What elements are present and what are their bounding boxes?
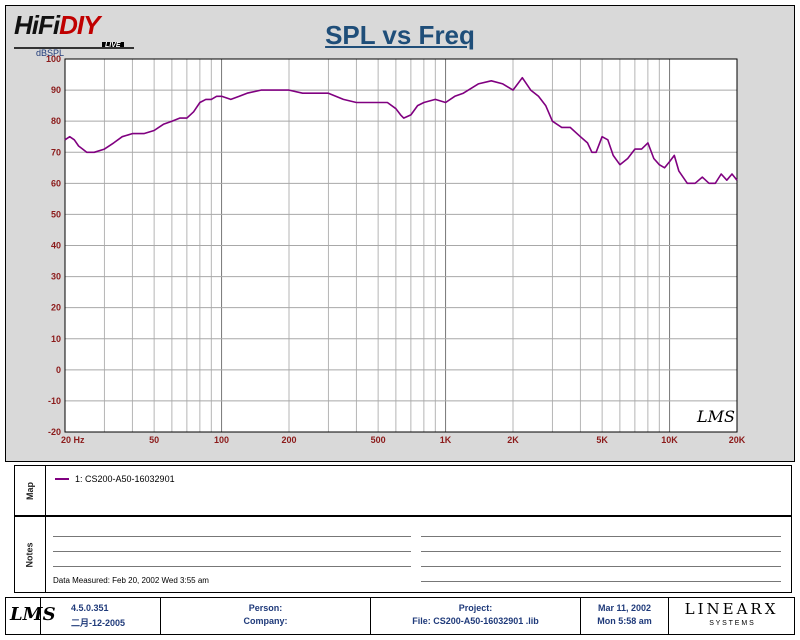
y-tick-label: -20 — [48, 427, 61, 437]
footer-date: Mar 11, 2002 — [597, 603, 652, 613]
plot-border — [64, 58, 738, 433]
note-line — [53, 536, 411, 537]
note-line — [53, 551, 411, 552]
legend-swatch — [55, 478, 69, 480]
data-measured: Data Measured: Feb 20, 2002 Wed 3:55 am — [53, 576, 209, 585]
footer-lms-cell: LMS — [6, 598, 56, 634]
y-tick-label: 40 — [51, 241, 61, 251]
footer-bar: LMS 4.5.0.351 二月-12-2005 Person: Company… — [5, 597, 795, 635]
live-badge: LIVE — [102, 42, 124, 49]
x-tick-label: 50 — [149, 435, 159, 445]
footer-brand-cell: LINEARX S Y S T E M S — [669, 598, 794, 634]
y-tick-label: 0 — [56, 365, 61, 375]
page-title: SPL vs Freq — [325, 20, 475, 50]
legend-label: 1: CS200-A50-16032901 — [75, 474, 175, 484]
footer-person-cell: Person: Company: — [161, 598, 371, 634]
x-tick-label: 1K — [440, 435, 452, 445]
note-line — [421, 536, 781, 537]
note-line — [53, 566, 411, 567]
linearx-logo: LINEARX — [684, 600, 779, 618]
y-tick-label: 50 — [51, 209, 61, 219]
note-line — [421, 566, 781, 567]
company-label: Company: — [243, 616, 288, 626]
linearx-subtitle: S Y S T E M S — [709, 620, 754, 627]
y-tick-label: -10 — [48, 396, 61, 406]
x-tick-label: 100 — [214, 435, 229, 445]
hifidiy-logo: HiFiDIY — [14, 10, 100, 40]
y-axis-label: dBSPL — [36, 48, 64, 58]
note-line — [421, 581, 781, 582]
series-line — [64, 76, 738, 185]
y-tick-label: 80 — [51, 116, 61, 126]
y-tick-label: 70 — [51, 147, 61, 157]
map-label: Map — [25, 481, 35, 500]
y-tick-label: 30 — [51, 272, 61, 282]
notes-side-label: Notes — [15, 517, 46, 592]
map-side-label: Map — [15, 466, 46, 515]
y-tick-label: 60 — [51, 178, 61, 188]
footer-project-cell: Project: File: CS200-A50-16032901 .lib — [371, 598, 581, 634]
x-tick-label: 20K — [729, 435, 746, 445]
x-tick-label: 2K — [507, 435, 519, 445]
legend-entry: 1: CS200-A50-16032901 — [55, 474, 175, 484]
version: 4.5.0.351 — [71, 603, 109, 613]
person-label: Person: — [248, 603, 283, 613]
x-tick-label: 500 — [371, 435, 386, 445]
y-tick-label: 10 — [51, 334, 61, 344]
footer-version-cell: 4.5.0.351 二月-12-2005 — [41, 598, 161, 634]
y-tick-label: 100 — [46, 54, 61, 64]
project-label: Project: — [458, 603, 493, 613]
y-tick-label: 20 — [51, 303, 61, 313]
footer-date-cell: Mar 11, 2002 Mon 5:58 am — [581, 598, 669, 634]
x-tick-label: 5K — [596, 435, 608, 445]
x-tick-label: 10K — [661, 435, 678, 445]
file-label: File: CS200-A50-16032901 .lib — [412, 616, 539, 626]
x-tick-label: 20 Hz — [61, 435, 85, 445]
note-line — [421, 551, 781, 552]
version-date: 二月-12-2005 — [71, 618, 126, 628]
footer-time: Mon 5:58 am — [597, 616, 652, 626]
notes-label: Notes — [24, 541, 35, 568]
y-tick-label: 90 — [51, 85, 61, 95]
logo-rule — [14, 47, 134, 49]
x-tick-label: 200 — [281, 435, 296, 445]
notes-panel: Notes Data Measured: Feb 20, 2002 Wed 3:… — [14, 516, 792, 593]
lms-logo: LMS — [10, 604, 56, 625]
map-panel: Map 1: CS200-A50-16032901 — [14, 465, 792, 516]
lms-watermark: LMS — [696, 407, 735, 426]
